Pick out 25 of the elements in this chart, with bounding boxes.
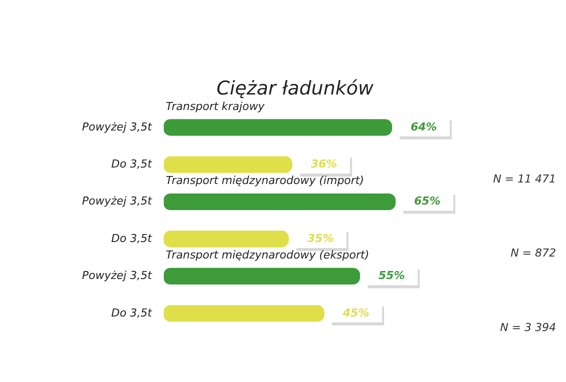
data-label: 36%	[310, 157, 338, 170]
data-label: 55%	[378, 269, 405, 282]
bar	[164, 193, 396, 210]
bar	[164, 230, 289, 248]
bar	[164, 119, 392, 136]
data-label: 65%	[414, 194, 440, 208]
data-label: 35%	[307, 232, 334, 245]
data-label: 64%	[410, 120, 437, 134]
bar	[164, 156, 292, 173]
chart-title: Ciężar ładunków	[216, 77, 374, 100]
y-tick-label: Do 3,5t	[111, 306, 152, 320]
y-tick-label: Powyżej 3,5t	[82, 194, 152, 208]
text: N = 872	[510, 246, 556, 260]
y-tick-label: Do 3,5t	[111, 157, 152, 170]
y-tick-label: Powyżej 3,5t	[82, 269, 152, 282]
annotation: Transport międzynarodowy (eksport)	[166, 248, 370, 262]
bar	[164, 268, 360, 285]
y-tick-label: Do 3,5t	[111, 232, 152, 245]
text: N = 11 471	[493, 172, 556, 186]
annotation: Transport międzynarodowy (import)	[166, 174, 364, 188]
data-label: 45%	[342, 306, 370, 320]
y-tick-label: Powyżej 3,5t	[82, 120, 152, 134]
bar	[164, 305, 324, 322]
annotation: Transport krajowy	[166, 100, 266, 113]
text: N = 3 394	[500, 321, 556, 334]
